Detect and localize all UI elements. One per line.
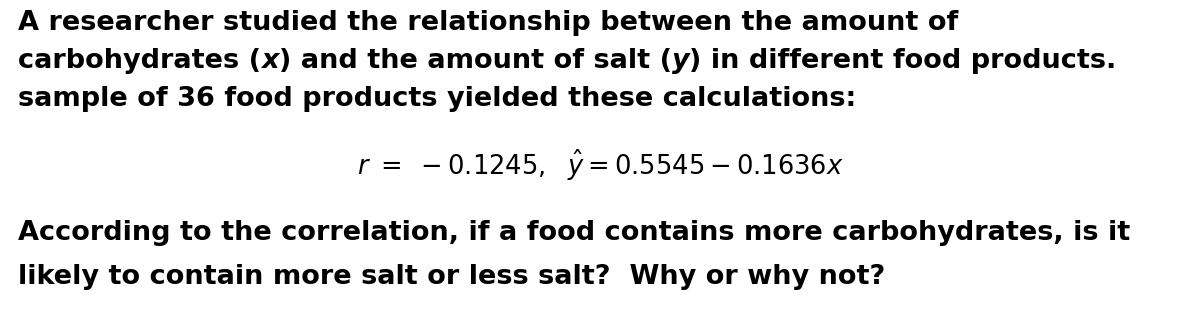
Text: likely to contain more salt or less salt?  Why or why not?: likely to contain more salt or less salt… xyxy=(18,264,886,290)
Text: sample of 36 food products yielded these calculations:: sample of 36 food products yielded these… xyxy=(18,86,857,112)
Text: y: y xyxy=(672,48,689,74)
Text: ) and the amount of salt (: ) and the amount of salt ( xyxy=(278,48,672,74)
Text: x: x xyxy=(262,48,278,74)
Text: ) in different food products.: ) in different food products. xyxy=(689,48,1117,74)
Text: carbohydrates (: carbohydrates ( xyxy=(18,48,262,74)
Text: $r \ = \ -0.1245, \ \ \hat{y} = 0.5545 - 0.1636x$: $r \ = \ -0.1245, \ \ \hat{y} = 0.5545 -… xyxy=(356,148,844,183)
Text: A researcher studied the relationship between the amount of: A researcher studied the relationship be… xyxy=(18,10,959,36)
Text: According to the correlation, if a food contains more carbohydrates, is it: According to the correlation, if a food … xyxy=(18,220,1130,246)
